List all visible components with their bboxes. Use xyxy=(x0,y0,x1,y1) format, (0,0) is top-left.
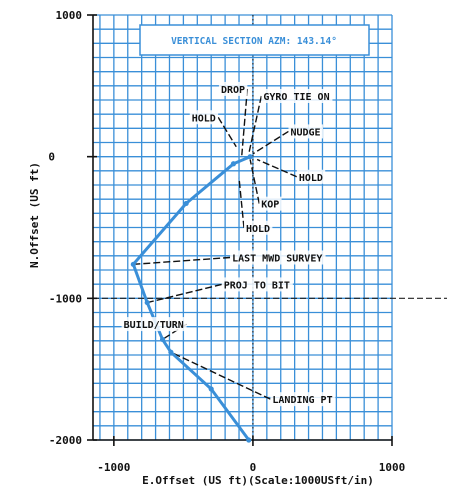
annotations: DROP GYRO TIE ON HOLD NUDGE HOLD KOP HOLD LAST … xyxy=(121,81,336,407)
annotation-leader-line xyxy=(252,130,289,155)
annotation-label-bg xyxy=(243,220,273,235)
annotation-label: LANDING PT xyxy=(272,395,332,406)
annotation-label-bg xyxy=(261,89,333,103)
annotation-label: DROP xyxy=(221,85,245,96)
annotation-label-bg xyxy=(218,81,248,96)
well-path-point xyxy=(247,154,253,160)
annotation-leaders xyxy=(133,88,298,400)
annotation-label-bg xyxy=(221,277,293,292)
well-path-point xyxy=(168,349,174,355)
well-path-point xyxy=(183,200,189,207)
annotation-label: NUDGE xyxy=(290,127,320,138)
grid xyxy=(93,14,393,441)
y-tick-label: 0 xyxy=(48,151,55,164)
well-path-point xyxy=(208,386,214,392)
annotation-label: PROJ TO BIT xyxy=(224,280,290,291)
annotation-leader-line xyxy=(238,177,245,228)
well-path-point xyxy=(159,336,166,343)
annotation-leader-line xyxy=(241,88,249,156)
y-ticks: 1000 0 -1000 -2000 xyxy=(48,9,97,447)
annotation-leader-line xyxy=(133,256,231,266)
annotation-leader-line xyxy=(147,283,222,304)
well-path-point xyxy=(130,261,136,267)
title-box-frame xyxy=(139,24,370,56)
x-tick-label: -1000 xyxy=(97,461,130,474)
annotation-leader-line xyxy=(249,159,260,204)
x-axis-title: E.Offset (US ft)(Scale:1000USft/in) xyxy=(142,474,374,487)
x-tick-label: 0 xyxy=(250,461,257,474)
annotation-label: BUILD/TURN xyxy=(124,320,184,331)
annotation-label-bg xyxy=(121,317,187,332)
x-ticks: -1000 0 1000 xyxy=(97,436,405,474)
y-axis-title: N.Offset (US ft) xyxy=(28,162,41,268)
well-path-point xyxy=(246,437,252,443)
annotation-label: HOLD xyxy=(192,113,216,124)
annotation-label: HOLD xyxy=(299,173,323,184)
annotation-label: GYRO TIE ON xyxy=(263,92,329,103)
annotation-label: KOP xyxy=(261,200,279,211)
well-path xyxy=(130,154,253,443)
annotation-label-bg xyxy=(270,392,336,407)
annotation-leader-line xyxy=(170,351,271,400)
annotation-leader-line xyxy=(256,158,298,178)
annotation-label-bg xyxy=(230,250,326,265)
x-tick-label: 1000 xyxy=(379,461,406,474)
annotation-label-bg xyxy=(288,124,323,139)
annotation-label-bg xyxy=(296,169,326,184)
title-box: VERTICAL SECTION AZM: 143.14° xyxy=(139,24,370,56)
y-tick-label: -2000 xyxy=(49,434,82,447)
annotation-label-bg xyxy=(189,110,219,125)
chart-title: VERTICAL SECTION AZM: 143.14° xyxy=(171,36,337,47)
y-tick-label: 1000 xyxy=(56,9,83,22)
annotation-leader-line xyxy=(217,116,237,148)
y-tick-label: -1000 xyxy=(49,292,82,305)
annotation-leader-line xyxy=(248,95,263,154)
well-path-point xyxy=(230,161,237,167)
well-path-point xyxy=(144,299,150,306)
annotation-label-bg xyxy=(259,196,282,211)
annotation-label: HOLD xyxy=(246,224,270,235)
annotation-label: LAST MWD SURVEY xyxy=(232,254,322,265)
